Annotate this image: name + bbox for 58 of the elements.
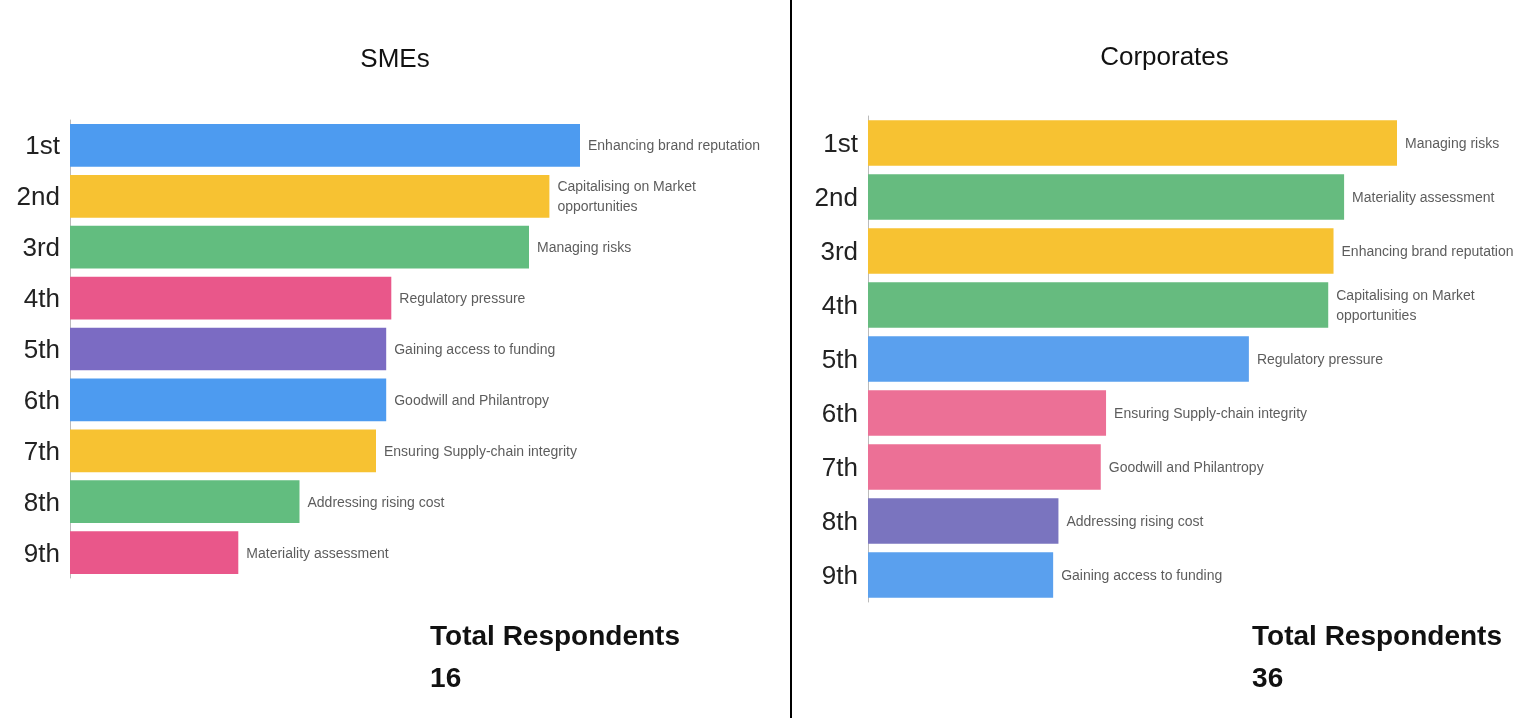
bar — [70, 480, 300, 524]
bar — [868, 552, 1054, 598]
y-tick-label: 7th — [821, 452, 858, 482]
bar — [868, 282, 1329, 328]
annotation: Ensuring Supply-chain integrity — [384, 442, 577, 459]
y-tick-label: 5th — [23, 334, 60, 364]
bar — [70, 174, 550, 218]
bar — [70, 429, 376, 473]
annotation: Addressing rising cost — [307, 493, 445, 510]
annotation: Goodwill and Philantropy — [1108, 459, 1264, 475]
y-tick-label: 1st — [823, 128, 859, 158]
annotation: Managing risks — [537, 239, 632, 256]
y-tick-label: 8th — [821, 506, 858, 536]
y-tick-label: 7th — [23, 435, 60, 466]
annotation: Regulatory pressure — [399, 290, 526, 307]
y-tick-label: 2nd — [16, 181, 60, 212]
y-tick-label: 4th — [23, 283, 60, 314]
bar — [868, 498, 1059, 544]
chart-title: SMEs — [360, 43, 430, 73]
annotation: Enhancing brand reputation — [588, 137, 761, 154]
annotation: Enhancing brand reputation — [1341, 243, 1514, 259]
bar — [70, 378, 387, 422]
bar — [868, 444, 1101, 490]
text: Total Respondents 16 — [430, 619, 680, 693]
bar — [70, 327, 387, 371]
bar — [868, 228, 1334, 274]
bar — [868, 390, 1107, 436]
bar — [70, 225, 529, 269]
annotation: Gaining access to funding — [394, 341, 556, 357]
annotation: Capitalising on Market opportunities — [1336, 287, 1479, 323]
annotation: Addressing rising cost — [1066, 513, 1204, 529]
bar — [70, 124, 580, 167]
annotation: Ensuring Supply-chain integrity — [1114, 405, 1308, 421]
chart-title: Corporates — [1100, 41, 1229, 71]
bar — [70, 531, 239, 574]
text: Total Respondents 36 — [1252, 619, 1502, 693]
y-tick-label: 6th — [23, 384, 60, 415]
bar — [868, 174, 1345, 220]
bar — [868, 120, 1397, 166]
y-tick-label: 3rd — [820, 236, 858, 266]
y-tick-label: 3rd — [22, 232, 60, 263]
y-tick-label: 2nd — [814, 182, 858, 212]
annotation: Materiality assessment — [246, 544, 389, 561]
y-tick-label: 4th — [821, 290, 858, 320]
y-tick-label: 6th — [821, 398, 858, 428]
annotation: Regulatory pressure — [1256, 351, 1384, 367]
annotation: Capitalising on Market opportunities — [557, 178, 700, 215]
y-tick-label: 5th — [821, 344, 858, 374]
annotation: Materiality assessment — [1352, 189, 1495, 205]
annotation: Gaining access to funding — [1061, 567, 1223, 583]
y-tick-label: 9th — [23, 537, 60, 568]
y-tick-label: 1st — [25, 130, 61, 161]
annotation: Goodwill and Philantropy — [394, 391, 550, 408]
annotation: Managing risks — [1405, 135, 1500, 151]
bar — [868, 336, 1249, 382]
y-tick-label: 8th — [23, 486, 60, 517]
bar — [70, 276, 392, 320]
y-tick-label: 9th — [821, 560, 858, 590]
